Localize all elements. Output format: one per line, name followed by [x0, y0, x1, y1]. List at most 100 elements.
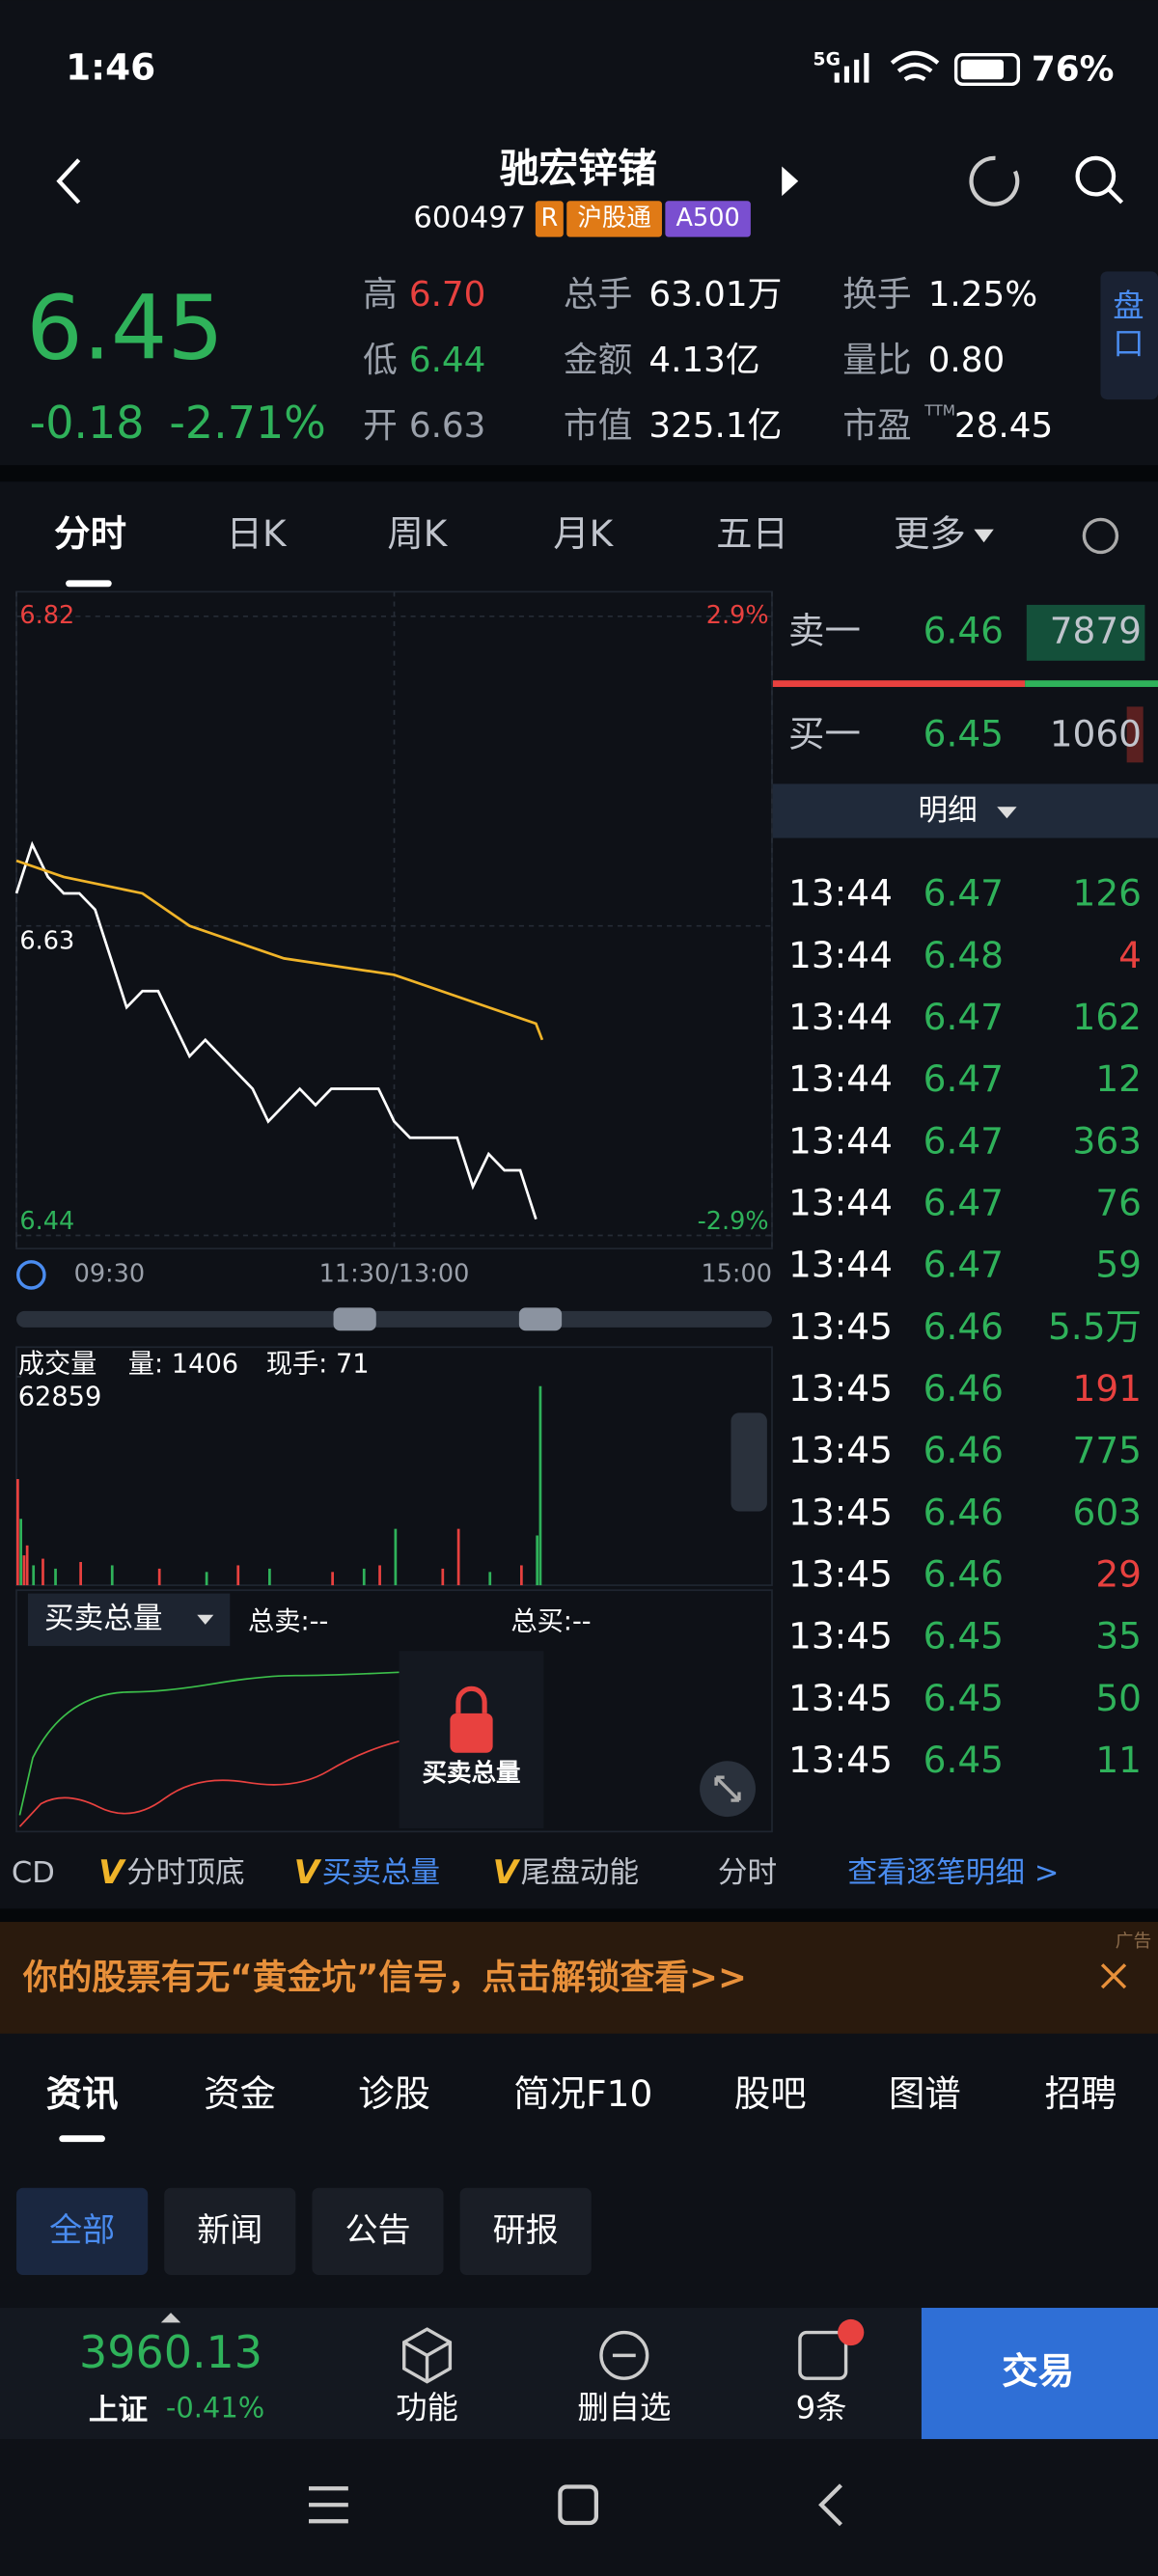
ad-banner[interactable] [0, 1922, 1158, 2034]
volume-bar [331, 1572, 334, 1586]
last-price: 6.45 [26, 276, 224, 379]
trade-volume: 162 [1073, 996, 1142, 1038]
filter-bg[interactable] [16, 2187, 149, 2275]
expand-arrow [160, 2313, 181, 2323]
collapse-handle[interactable] [731, 1412, 767, 1512]
buy-ratio [772, 680, 1026, 688]
volume-bar [538, 1385, 542, 1586]
indicator-tab[interactable]: 分时 [718, 1856, 777, 1890]
volume-bar [394, 1528, 398, 1586]
refresh-button[interactable] [969, 155, 1020, 206]
trade-time: 13:45 [788, 1553, 893, 1596]
side-button[interactable] [1100, 271, 1158, 400]
back-nav[interactable] [818, 2483, 842, 2527]
filter-bg[interactable] [164, 2187, 296, 2275]
trade-volume: 50 [1095, 1677, 1142, 1719]
sell-price: 6.46 [924, 609, 1004, 651]
chart-tab[interactable]: 月K [553, 512, 614, 555]
detail-header[interactable] [772, 783, 1158, 838]
trade-volume: 5.5万 [1048, 1305, 1142, 1348]
price-line [14, 840, 538, 1220]
menu-button[interactable] [309, 2486, 348, 2524]
v-icon: V [98, 1853, 126, 1892]
indicator-selector[interactable]: 买卖总量 [44, 1602, 163, 1635]
side-button-label[interactable]: 盘 [1113, 288, 1144, 324]
detail-link[interactable]: 查看逐笔明细 > [847, 1856, 1059, 1890]
index-name: 上证 [89, 2394, 148, 2427]
next-stock[interactable] [782, 166, 799, 197]
stock-tag-bg [665, 201, 751, 237]
filter-bg[interactable] [459, 2187, 592, 2275]
x-tick-label: 09:30 [74, 1259, 146, 1288]
news-tab[interactable]: 招聘 [1045, 2072, 1117, 2115]
chart-tab[interactable]: 分时 [54, 512, 126, 555]
volume-bar [16, 1479, 19, 1586]
trade-volume: 11 [1095, 1739, 1142, 1781]
y-tick-label: 6.82 [19, 601, 74, 630]
separator [0, 1908, 1158, 1923]
indicator-tab[interactable]: CD [12, 1856, 55, 1890]
dropdown-arrow [997, 807, 1017, 819]
locked-label[interactable]: 买卖总量 [422, 1759, 520, 1788]
v-icon: V [294, 1853, 322, 1892]
indicator-tab[interactable]: 买卖总量 [322, 1856, 441, 1890]
trade-time: 13:44 [788, 996, 893, 1038]
trade-volume: 126 [1073, 872, 1142, 915]
chart-tab[interactable]: 五日 [716, 512, 788, 555]
home-button[interactable] [558, 2484, 598, 2526]
chart-tab[interactable]: 周K [387, 512, 448, 555]
trade-label[interactable]: 交易 [1002, 2350, 1074, 2393]
back-button[interactable] [56, 158, 81, 205]
bottom-button[interactable]: 9条 [796, 2390, 847, 2426]
crosshair-button[interactable] [16, 1260, 46, 1290]
bottom-button[interactable]: 功能 [396, 2390, 458, 2426]
dropdown-arrow [197, 1614, 214, 1625]
x-tick-label: 11:30/13:00 [319, 1259, 470, 1288]
volume-bar [378, 1565, 381, 1586]
stat-value: 28.45 [954, 406, 1053, 446]
news-tab[interactable]: 股吧 [734, 2072, 807, 2115]
trade-button[interactable] [921, 2308, 1158, 2440]
news-filter[interactable]: 研报 [493, 2211, 559, 2250]
volume-bar [268, 1568, 271, 1586]
news-filter[interactable]: 公告 [345, 2211, 410, 2250]
news-tab[interactable]: 诊股 [358, 2072, 430, 2115]
search-button[interactable] [1075, 155, 1117, 197]
detail-label[interactable]: 明细 [918, 794, 977, 828]
slider-handle[interactable] [518, 1307, 563, 1331]
chart-tab[interactable]: 日K [227, 512, 288, 555]
y-tick-label: 6.63 [19, 927, 74, 956]
bottom-button[interactable]: 删自选 [577, 2390, 671, 2426]
trade-price: 6.47 [924, 1119, 1004, 1162]
news-filter[interactable]: 新闻 [197, 2211, 262, 2250]
indicator-tab[interactable]: 分时顶底 [126, 1856, 245, 1890]
stat-label: 市盈 [842, 406, 911, 446]
news-tab[interactable]: 简况F10 [513, 2072, 652, 2115]
side-button-label[interactable]: 口 [1113, 325, 1144, 362]
indicator-line [18, 1671, 400, 1816]
total-buy: 总买:-- [510, 1607, 591, 1637]
trade-time: 13:45 [788, 1491, 893, 1533]
settings-button[interactable] [1082, 517, 1119, 555]
indicator-tab[interactable]: 尾盘动能 [521, 1856, 640, 1890]
news-tab[interactable]: 资讯 [46, 2072, 119, 2115]
news-tab[interactable]: 资金 [204, 2072, 276, 2115]
volume-bar [205, 1572, 208, 1586]
remove-icon [599, 2330, 649, 2380]
ad-text[interactable]: 你的股票有无“黄金坑”信号，点击解锁查看>> [22, 1959, 747, 1998]
news-filter[interactable]: 全部 [49, 2211, 115, 2250]
stat-value: 6.63 [409, 406, 486, 446]
time-slider[interactable] [16, 1310, 772, 1328]
news-tab[interactable]: 图谱 [889, 2072, 961, 2115]
stat-value: 4.13亿 [648, 341, 759, 380]
sell-ratio [1025, 680, 1158, 688]
filter-bg[interactable] [312, 2187, 444, 2275]
slider-handle[interactable] [333, 1307, 376, 1331]
chart-tab[interactable]: 更多 [894, 512, 966, 555]
stat-label: 高 [363, 275, 398, 315]
ad-close[interactable] [1100, 1963, 1127, 1989]
indicator-selector-bg[interactable] [27, 1593, 231, 1647]
trade-price: 6.45 [924, 1739, 1004, 1781]
battery-level [960, 59, 1004, 80]
